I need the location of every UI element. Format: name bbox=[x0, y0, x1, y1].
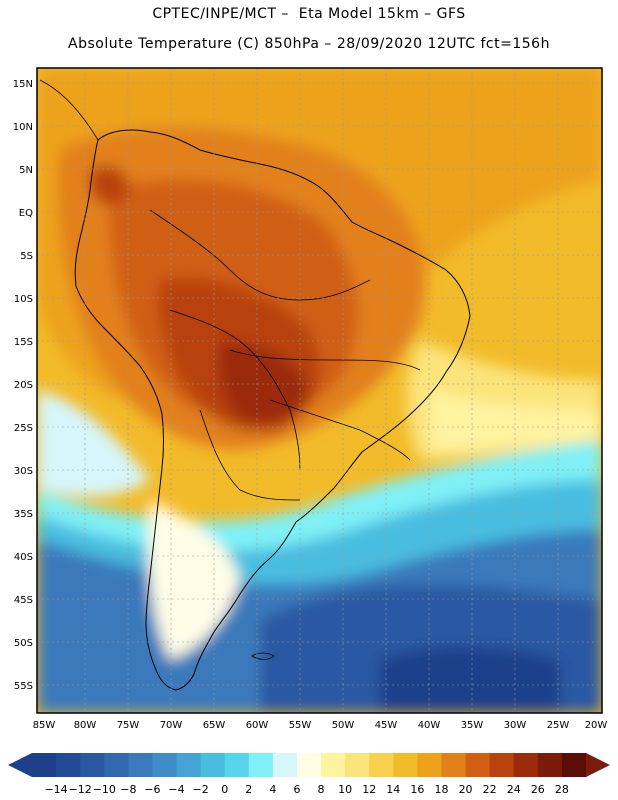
lon-label: 50W bbox=[332, 720, 355, 731]
lon-label: 25W bbox=[547, 720, 570, 731]
colorbar-label: 20 bbox=[459, 783, 473, 796]
colorbar-swatch bbox=[56, 753, 81, 777]
lon-label: 45W bbox=[375, 720, 398, 731]
colorbar-swatch bbox=[513, 753, 539, 777]
lat-label: 45S bbox=[14, 595, 33, 606]
lon-label: 75W bbox=[117, 720, 140, 731]
lat-label: 35S bbox=[14, 509, 33, 520]
colorbar-swatch bbox=[104, 753, 129, 777]
state-border bbox=[229, 349, 421, 371]
lon-label: 70W bbox=[160, 720, 183, 731]
state-border bbox=[269, 399, 411, 461]
colorbar-label: −6 bbox=[144, 783, 160, 796]
colorbar-swatch bbox=[537, 753, 563, 777]
country-border bbox=[149, 209, 371, 301]
lat-label: 15N bbox=[13, 79, 33, 90]
chart-title: CPTEC/INPE/MCT – Eta Model 15km – GFS bbox=[152, 6, 466, 22]
colorbar-swatch bbox=[393, 753, 418, 777]
colorbar-label: −14 bbox=[44, 783, 67, 796]
colorbar-label: 14 bbox=[386, 783, 400, 796]
lat-label: EQ bbox=[19, 208, 33, 219]
latitude-axis: 15N 10N 5N EQ 5S 10S 15S 20S 25S 30S 35S… bbox=[13, 79, 33, 692]
lon-label: 80W bbox=[74, 720, 97, 731]
colorbar-label: 2 bbox=[245, 783, 252, 796]
country-border bbox=[169, 309, 301, 471]
colorbar-label: −8 bbox=[120, 783, 136, 796]
country-border bbox=[199, 409, 301, 501]
colorbar-label: 18 bbox=[434, 783, 448, 796]
colorbar-label: −4 bbox=[168, 783, 184, 796]
lat-label: 15S bbox=[14, 337, 33, 348]
lat-label: 10N bbox=[13, 122, 33, 133]
colorbar-swatch bbox=[248, 753, 274, 777]
colorbar-swatch bbox=[296, 753, 322, 777]
colorbar-label: 16 bbox=[410, 783, 424, 796]
lon-label: 35W bbox=[461, 720, 484, 731]
colorbar-swatch bbox=[369, 753, 394, 777]
colorbar-label: 24 bbox=[507, 783, 521, 796]
lon-label: 20W bbox=[585, 720, 608, 731]
lat-label: 5S bbox=[20, 251, 33, 262]
colorbar-labels: −14 −12 −10 −8 −6 −4 −2 0 2 4 6 8 10 12 14 16 18 20 22 24 26… bbox=[44, 783, 568, 796]
colorbar-swatch bbox=[489, 753, 515, 777]
colorbar-swatch bbox=[345, 753, 370, 777]
colorbar-swatch bbox=[465, 753, 491, 777]
central-america-outline bbox=[39, 79, 99, 141]
lat-label: 5N bbox=[19, 165, 33, 176]
continent-outline bbox=[74, 129, 471, 691]
temperature-field bbox=[37, 68, 602, 713]
lat-label: 30S bbox=[14, 466, 33, 477]
map-frame bbox=[36, 67, 603, 714]
colorbar-label: 4 bbox=[269, 783, 276, 796]
colorbar-swatch bbox=[176, 753, 202, 777]
colorbar-label: 8 bbox=[318, 783, 325, 796]
lat-label: 40S bbox=[14, 552, 33, 563]
colorbar-under-arrow bbox=[8, 753, 32, 777]
colorbar-label: −10 bbox=[93, 783, 116, 796]
lon-label: 65W bbox=[203, 720, 226, 731]
temperature-map: 15N 10N 5N EQ 5S 10S 15S 20S 25S 30S 35S… bbox=[13, 67, 608, 731]
colorbar-swatch bbox=[152, 753, 178, 777]
lon-label: 55W bbox=[289, 720, 312, 731]
colorbar-swatch bbox=[32, 753, 57, 777]
colorbar-swatch bbox=[321, 753, 346, 777]
longitude-axis: 85W 80W 75W 70W 65W 60W 55W 50W 45W 40W … bbox=[33, 720, 608, 731]
colorbar: −14 −12 −10 −8 −6 −4 −2 0 2 4 6 8 10 12 14 16 18 20 22 24 26… bbox=[8, 753, 610, 796]
colorbar-label: 0 bbox=[221, 783, 228, 796]
colorbar-swatch bbox=[128, 753, 153, 777]
lon-label: 40W bbox=[418, 720, 441, 731]
colorbar-swatch bbox=[441, 753, 467, 777]
colorbar-swatches bbox=[32, 753, 587, 777]
lon-label: 60W bbox=[246, 720, 269, 731]
colorbar-label: 12 bbox=[362, 783, 376, 796]
lon-label: 30W bbox=[504, 720, 527, 731]
colorbar-label: 28 bbox=[555, 783, 569, 796]
lat-label: 10S bbox=[14, 294, 33, 305]
falkland-islands bbox=[251, 652, 275, 660]
colorbar-swatch bbox=[224, 753, 250, 777]
colorbar-swatch bbox=[561, 753, 587, 777]
chart-subtitle: Absolute Temperature (C) 850hPa – 28/09/… bbox=[68, 36, 550, 52]
lat-label: 25S bbox=[14, 423, 33, 434]
colorbar-swatch bbox=[417, 753, 442, 777]
graticule bbox=[37, 68, 602, 713]
colorbar-label: −12 bbox=[69, 783, 92, 796]
colorbar-label: 10 bbox=[338, 783, 352, 796]
colorbar-label: 26 bbox=[531, 783, 545, 796]
lon-label: 85W bbox=[33, 720, 56, 731]
lat-label: 55S bbox=[14, 681, 33, 692]
colorbar-swatch bbox=[200, 753, 226, 777]
lat-label: 20S bbox=[14, 380, 33, 391]
colorbar-swatch bbox=[272, 753, 298, 777]
colorbar-over-arrow bbox=[586, 753, 610, 777]
colorbar-label: 22 bbox=[483, 783, 497, 796]
colorbar-label: −2 bbox=[192, 783, 208, 796]
lat-label: 50S bbox=[14, 638, 33, 649]
colorbar-swatch bbox=[80, 753, 105, 777]
colorbar-label: 6 bbox=[293, 783, 300, 796]
